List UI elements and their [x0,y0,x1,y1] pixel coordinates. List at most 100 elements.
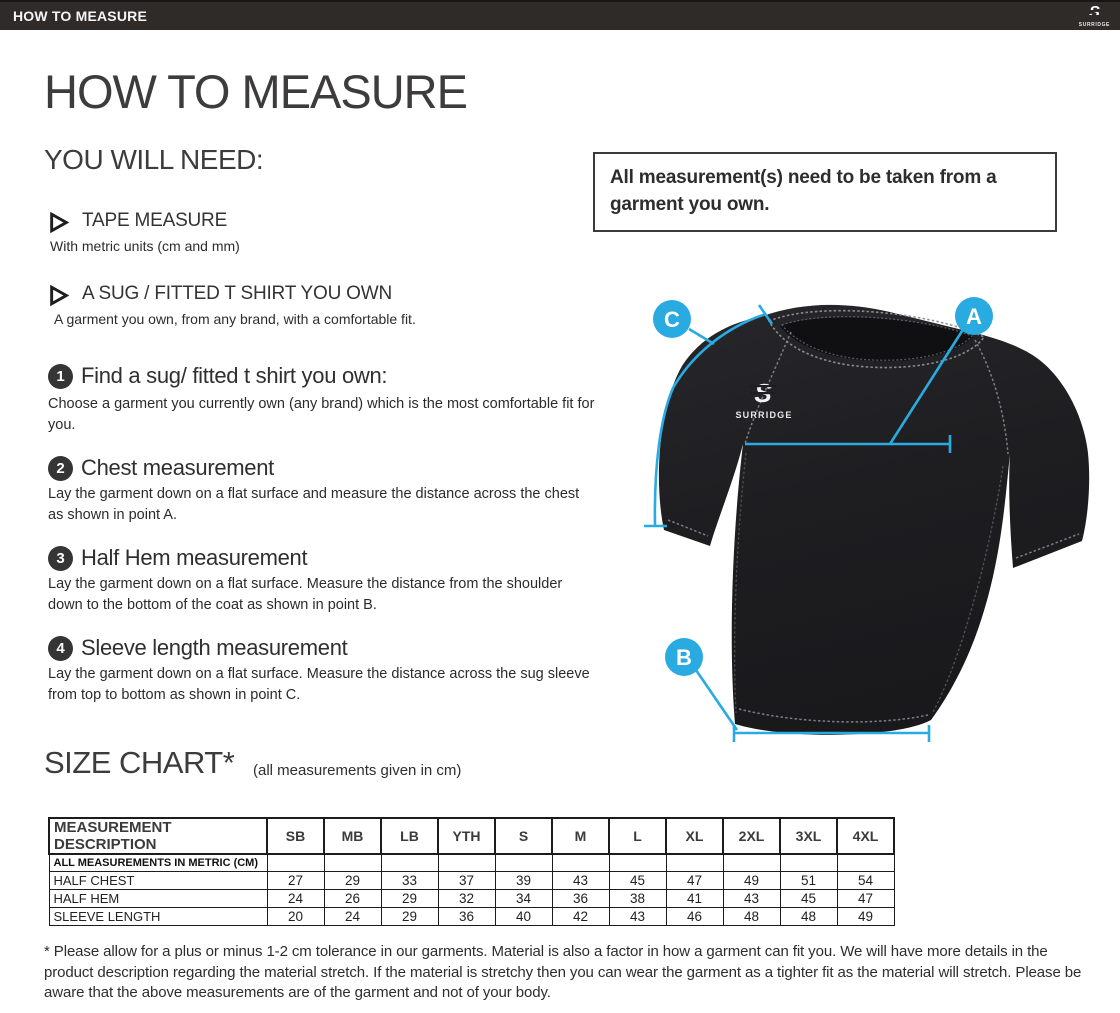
size-chart-heading: SIZE CHART* [44,745,235,780]
need-item-tape-measure: TAPE MEASURE With metric units (cm and m… [48,210,240,254]
step-3: 3 Half Hem measurement [48,545,608,571]
size-value: 43 [608,906,667,926]
row-label: SLEEVE LENGTH [48,906,268,926]
size-chart-subheading: (all measurements given in cm) [253,762,462,779]
measurement-note-box: All measurement(s) need to be taken from… [593,152,1057,232]
window-title: HOW TO MEASURE [13,8,147,24]
size-value: 39 [494,870,553,890]
column-header: 3XL [779,817,838,855]
shirt-image: S SURRIDGE [658,304,1090,735]
size-value: 51 [779,870,838,890]
size-value: 46 [665,906,724,926]
step-1-body: Choose a garment you currently own (any … [48,396,595,434]
size-value: 48 [779,906,838,926]
column-header: MEASUREMENT DESCRIPTION [48,817,268,855]
need-item-title: A SUG / FITTED T SHIRT YOU OWN [82,283,393,304]
page-title: HOW TO MEASURE [44,65,468,118]
measurement-lines [644,304,966,742]
shirt-measurement-diagram: S SURRIDGE C A [644,297,1090,742]
svg-text:C: C [664,307,680,332]
size-value: 24 [323,906,382,926]
step-title: Chest measurement [81,455,274,480]
size-value: 42 [551,906,610,926]
size-value: 34 [494,888,553,908]
need-item-subtitle: A garment you own, from any brand, with … [54,311,416,327]
point-c-marker [653,300,691,338]
size-value: 27 [266,870,325,890]
size-value: 45 [779,888,838,908]
size-chart-header-row: MEASUREMENT DESCRIPTION SB MB LB YTH S M… [48,817,895,855]
measurement-point-markers: C A B [653,297,993,676]
svg-text:SURRIDGE: SURRIDGE [735,410,792,420]
size-value: 54 [836,870,895,890]
column-header: LB [380,817,439,855]
size-value: 29 [380,906,439,926]
step-number-badge: 2 [48,456,73,481]
size-value: 24 [266,888,325,908]
triangle-bullet-icon [50,284,70,307]
column-header: 2XL [722,817,781,855]
metric-note-row: ALL MEASUREMENTS IN METRIC (CM) [48,853,895,872]
step-2: 2 Chest measurement [48,455,608,481]
you-will-need-heading: YOU WILL NEED: [44,144,264,175]
size-value: 29 [380,888,439,908]
size-value: 32 [437,888,496,908]
size-value: 47 [665,870,724,890]
svg-text:B: B [676,645,692,670]
size-value: 36 [551,888,610,908]
size-value: 29 [323,870,382,890]
surridge-s-icon: S [1087,3,1102,21]
half-chest-row: HALF CHEST 27 29 33 37 39 43 45 47 49 51… [48,870,895,890]
size-value: 38 [608,888,667,908]
column-header: XL [665,817,724,855]
row-label: HALF HEM [48,888,268,908]
step-3-body: Lay the garment down on a flat surface. … [48,576,563,614]
size-value: 41 [665,888,724,908]
size-value: 36 [437,906,496,926]
metric-note-label: ALL MEASUREMENTS IN METRIC (CM) [48,853,268,872]
step-4-body: Lay the garment down on a flat surface. … [48,666,590,704]
triangle-bullet-icon [50,211,70,234]
column-header: YTH [437,817,496,855]
step-2-body: Lay the garment down on a flat surface a… [48,486,580,524]
size-value: 43 [551,870,610,890]
size-value: 49 [836,906,895,926]
size-value: 48 [722,906,781,926]
step-number-badge: 4 [48,636,73,661]
step-number-badge: 3 [48,546,73,571]
step-1: 1 Find a sug/ fitted t shirt you own: [48,363,608,389]
size-value: 37 [437,870,496,890]
column-header: L [608,817,667,855]
point-a-marker [955,297,993,335]
column-header: SB [266,817,325,855]
size-value: 26 [323,888,382,908]
size-value: 43 [722,888,781,908]
step-4: 4 Sleeve length measurement [48,635,608,661]
column-header: MB [323,817,382,855]
window-title-bar: HOW TO MEASURE S SURRIDGE [0,0,1120,30]
need-item-fitted-shirt: A SUG / FITTED T SHIRT YOU OWN A garment… [48,283,416,327]
size-chart-table: MEASUREMENT DESCRIPTION SB MB LB YTH S M… [48,817,895,926]
surridge-logo-text: SURRIDGE [1078,21,1110,28]
step-title: Half Hem measurement [81,545,308,570]
row-label: HALF CHEST [48,870,268,890]
step-title: Sleeve length measurement [81,635,348,660]
size-value: 49 [722,870,781,890]
size-value: 40 [494,906,553,926]
shirt-surridge-logo: S SURRIDGE [735,378,792,420]
surridge-logo: S SURRIDGE [1078,3,1120,28]
need-item-subtitle: With metric units (cm and mm) [50,238,240,254]
column-header: S [494,817,553,855]
need-item-title: TAPE MEASURE [82,210,228,231]
sleeve-length-row: SLEEVE LENGTH 20 24 29 36 40 42 43 46 48… [48,906,895,926]
size-value: 20 [266,906,325,926]
half-hem-row: HALF HEM 24 26 29 32 34 36 38 41 43 45 4… [48,888,895,908]
step-number-badge: 1 [48,364,73,389]
size-value: 45 [608,870,667,890]
size-value: 33 [380,870,439,890]
column-header: M [551,817,610,855]
column-header: 4XL [836,817,895,855]
tolerance-footnote: * Please allow for a plus or minus 1-2 c… [44,943,1082,1002]
svg-text:A: A [966,304,982,329]
